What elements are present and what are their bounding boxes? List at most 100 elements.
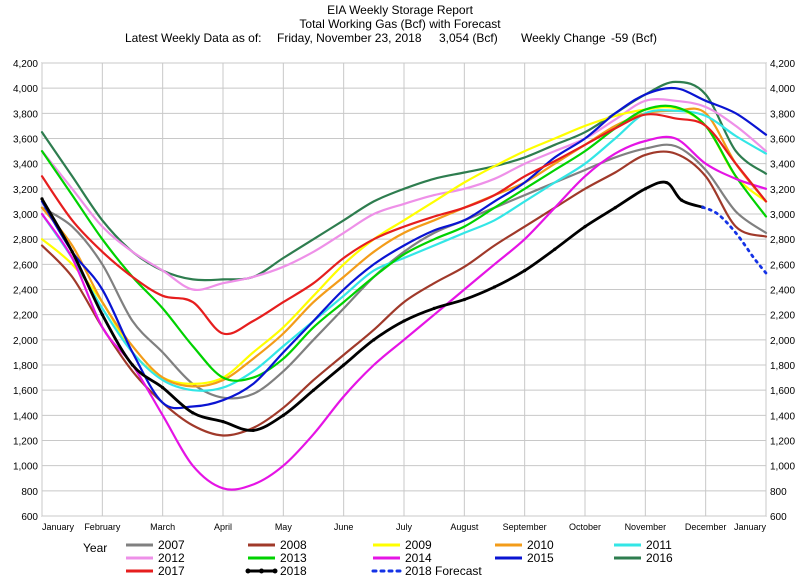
series-point-2018 (372, 338, 376, 342)
x-tick-label: January (734, 522, 767, 532)
series-point-2018 (281, 413, 285, 417)
series-line-2015 (40, 86, 768, 410)
legend-label-2013: 2013 (280, 551, 307, 565)
y-tick-label-right: 4,200 (770, 59, 795, 70)
series-line-2017 (40, 113, 768, 336)
y-tick-label-left: 1,200 (13, 437, 38, 448)
x-tick-label: September (503, 522, 547, 532)
y-tick-label-right: 4,000 (770, 84, 795, 95)
legend-item-2011: 2011 (614, 538, 672, 552)
y-tick-label-right: 2,000 (770, 336, 795, 347)
x-tick-label: February (84, 522, 121, 532)
series-lines (40, 80, 768, 491)
legend: Year 2007 2008 2009 2010 2011 2012 2013 2014 201… (83, 538, 673, 578)
series-point-2018 (251, 428, 255, 433)
series-line-2007 (40, 143, 768, 400)
y-tick-label-left: 1,600 (13, 386, 38, 397)
legend-item-2008: 2008 (248, 538, 307, 552)
series-point-2018 (583, 224, 587, 229)
series-point-2018 (70, 250, 74, 254)
y-tick-label-left: 4,200 (13, 59, 38, 70)
x-tick-label: October (569, 522, 601, 532)
legend-item-2014: 2014 (373, 551, 432, 565)
legend-item-2010: 2010 (495, 538, 554, 552)
y-tick-label-left: 2,000 (13, 336, 38, 347)
legend-marker-2018 (245, 568, 251, 574)
x-axis: January February March April May June July Augu… (42, 522, 766, 532)
series-line-2014 (40, 135, 768, 491)
series-line-2012 (40, 98, 768, 292)
legend-label-2017: 2017 (158, 564, 185, 578)
legend-item-2012: 2012 (126, 551, 185, 565)
y-tick-label-left: 800 (21, 487, 38, 498)
series-point-2018 (432, 306, 436, 310)
legend-item-2015: 2015 (495, 551, 554, 565)
legend-marker-2018 (259, 568, 264, 574)
y-tick-label-left: 1,000 (13, 462, 38, 473)
y-tick-label-left: 3,200 (13, 185, 38, 196)
x-tick-label: January (42, 522, 75, 532)
legend-marker-2018 (272, 568, 278, 574)
series-point-2018 (492, 285, 497, 289)
y-tick-label-right: 1,800 (770, 361, 795, 372)
series-point-2018 (553, 247, 557, 251)
x-tick-label: June (334, 522, 354, 532)
x-tick-label: April (214, 522, 232, 532)
series-point-2018 (462, 297, 466, 302)
y-tick-label-left: 600 (21, 512, 38, 523)
series-point-2018 (311, 388, 316, 392)
y-tick-label-right: 3,400 (770, 160, 795, 171)
series-point-2018 (664, 180, 669, 185)
y-axis-right: 600 800 1,000 1,200 1,400 1,600 1,800 2,000 2,20… (770, 59, 795, 523)
legend-title: Year (83, 541, 107, 555)
series-line-2018 (40, 180, 704, 432)
y-tick-label-right: 3,000 (770, 210, 795, 221)
y-tick-label-right: 2,600 (770, 260, 795, 271)
series-line-2011 (40, 109, 768, 392)
series-point-2018 (100, 313, 104, 317)
legend-label-2007: 2007 (158, 538, 185, 552)
series-point-2018 (613, 206, 617, 210)
series-point-2018 (191, 411, 195, 415)
y-tick-label-right: 800 (770, 487, 787, 498)
y-tick-label-left: 1,400 (13, 411, 38, 422)
y-tick-label-right: 1,200 (770, 437, 795, 448)
x-tick-label: July (396, 522, 413, 532)
legend-label-2012: 2012 (158, 551, 185, 565)
legend-item-2018: 2018 (245, 564, 307, 578)
y-tick-label-right: 2,200 (770, 311, 795, 322)
y-tick-label-right: 3,800 (770, 109, 795, 120)
y-tick-label-left: 2,200 (13, 311, 38, 322)
y-tick-label-right: 1,600 (770, 386, 795, 397)
weekly-change-label: Weekly Change (521, 31, 606, 45)
legend-item-2017: 2017 (126, 564, 185, 578)
series-point-2018 (643, 187, 647, 191)
series-point-2018 (221, 420, 225, 424)
y-tick-label-left: 2,800 (13, 235, 38, 246)
y-axis-left: 600 800 1,000 1,200 1,400 1,600 1,800 2,000 2,20… (13, 59, 38, 523)
series-point-2018 (40, 197, 44, 201)
series-point-2018 (679, 198, 684, 202)
legend-label-2011: 2011 (646, 538, 672, 552)
y-tick-label-right: 1,400 (770, 411, 795, 422)
y-tick-label-left: 3,400 (13, 160, 38, 171)
legend-label-2009: 2009 (405, 538, 432, 552)
legend-item-2009: 2009 (373, 538, 432, 552)
y-tick-label-left: 4,000 (13, 84, 38, 95)
legend-label-2015: 2015 (527, 551, 554, 565)
y-tick-label-left: 2,400 (13, 286, 38, 297)
legend-label-2018: 2018 (280, 564, 307, 578)
weekly-change-value: -59 (Bcf) (611, 31, 658, 45)
legend-item-2007: 2007 (126, 538, 185, 552)
y-tick-label-right: 600 (770, 512, 787, 523)
legend-label-2016: 2016 (646, 551, 673, 565)
latest-data-date: Friday, November 23, 2018 (277, 31, 422, 45)
x-tick-label: November (625, 522, 667, 532)
series-line-2013 (40, 104, 768, 382)
y-tick-label-right: 1,000 (770, 462, 795, 473)
series-point-2018 (130, 363, 135, 367)
series-point-2018 (161, 386, 165, 390)
legend-item-2016: 2016 (614, 551, 673, 565)
